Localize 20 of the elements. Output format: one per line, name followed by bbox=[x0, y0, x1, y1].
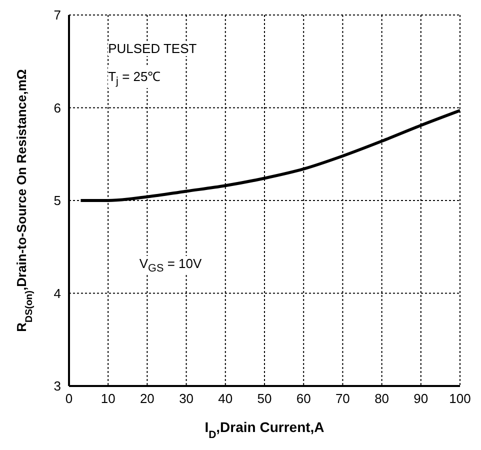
x-axis-title: I$_{D}$,Drain Current,A bbox=[204, 419, 324, 441]
x-tick-label: 90 bbox=[414, 391, 428, 406]
y-tick-label: 4 bbox=[54, 286, 61, 301]
x-tick-label: 40 bbox=[218, 391, 233, 406]
x-tick-label: 60 bbox=[296, 391, 311, 406]
x-tick-label: 70 bbox=[335, 391, 350, 406]
x-tick-label: 10 bbox=[100, 391, 116, 406]
y-tick-label: 7 bbox=[54, 8, 61, 23]
x-tick-label: 80 bbox=[374, 391, 390, 406]
y-tick-label: 6 bbox=[54, 100, 61, 116]
annotation: PULSED TEST bbox=[108, 40, 197, 56]
x-tick-label: 30 bbox=[179, 391, 194, 406]
x-tick-label: 0 bbox=[65, 391, 73, 406]
x-tick-label: 50 bbox=[257, 391, 272, 406]
x-tick-label: 20 bbox=[140, 391, 154, 406]
x-tick-label: 100 bbox=[449, 391, 471, 406]
y-tick-label: 5 bbox=[54, 193, 61, 208]
annotation: T$_{j}$ = 25℃ bbox=[108, 66, 161, 88]
y-tick-label: 3 bbox=[54, 378, 61, 394]
annotation: V$_{GS}$ = 10V bbox=[139, 256, 202, 275]
